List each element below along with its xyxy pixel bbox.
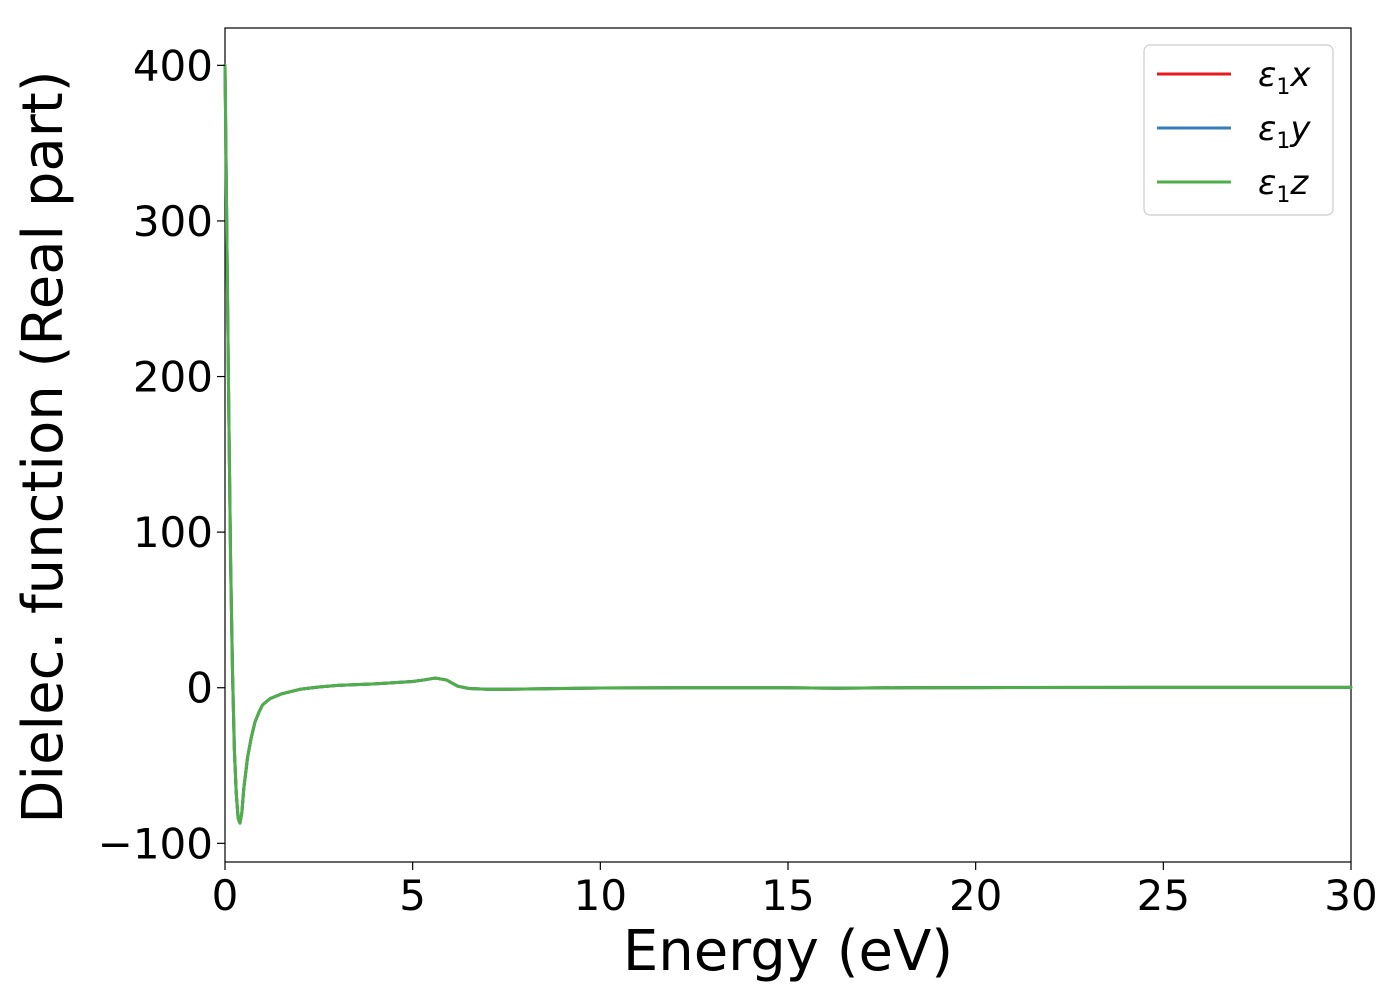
- y-tick-label: 300: [133, 197, 213, 246]
- x-tick-label: 15: [761, 871, 814, 920]
- y-tick-label: 400: [133, 41, 213, 90]
- legend-label-z: ε1z: [1258, 163, 1309, 208]
- x-tick-label: 0: [212, 871, 239, 920]
- x-tick-label: 20: [949, 871, 1002, 920]
- legend-frame: [1143, 44, 1334, 216]
- series-layer: [223, 63, 1353, 825]
- y-axis: −100 0 100 200 300 400: [98, 41, 225, 868]
- y-tick-label: 200: [133, 353, 213, 402]
- legend-label-y: ε1y: [1258, 109, 1311, 154]
- x-tick-label: 5: [399, 871, 426, 920]
- legend: ε1x ε1y ε1z: [1143, 44, 1334, 216]
- legend-label-x: ε1x: [1258, 55, 1311, 100]
- x-tick-label: 25: [1137, 871, 1190, 920]
- series-line-z: [223, 63, 1353, 825]
- x-axis: 0 5 10 15 20 25 30: [212, 862, 1378, 920]
- y-tick-label: 0: [186, 664, 213, 713]
- y-tick-label: −100: [98, 819, 213, 868]
- x-axis-title: Energy (eV): [623, 919, 953, 984]
- y-axis-title: Dielec. function (Real part): [11, 70, 76, 823]
- x-tick-label: 30: [1324, 871, 1377, 920]
- y-tick-label: 100: [133, 508, 213, 557]
- x-tick-label: 10: [574, 871, 627, 920]
